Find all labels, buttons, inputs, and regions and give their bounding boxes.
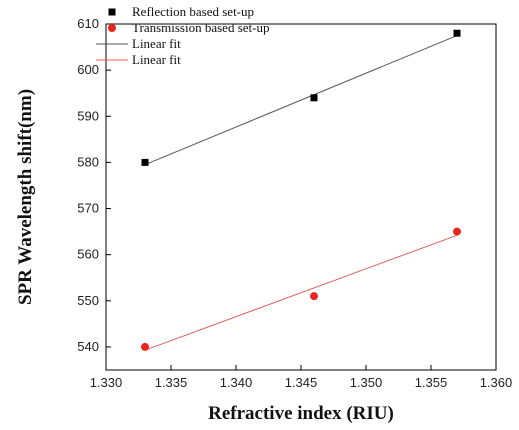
x-tick-label: 1.345 xyxy=(285,375,318,390)
data-point-circle xyxy=(141,342,149,351)
y-tick-label: 540 xyxy=(77,339,99,354)
y-tick-label: 570 xyxy=(77,201,99,216)
x-tick-label: 1.360 xyxy=(480,375,513,390)
x-axis-title: Refractive index (RIU) xyxy=(208,403,394,424)
legend-marker-circle xyxy=(108,24,116,32)
y-tick-label: 550 xyxy=(77,293,99,308)
legend-marker-square xyxy=(108,8,116,16)
x-tick-label: 1.330 xyxy=(90,375,123,390)
plot-frame xyxy=(105,23,497,371)
data-point-circle xyxy=(310,292,318,301)
x-tick-label: 1.355 xyxy=(415,375,448,390)
data-points xyxy=(141,29,461,351)
legend-label: Linear fit xyxy=(132,52,181,67)
legend-label: Reflection based set-up xyxy=(132,4,254,19)
y-tick-label: 610 xyxy=(77,16,99,31)
legend-label: Linear fit xyxy=(132,36,181,51)
linear-fit-line xyxy=(144,35,458,166)
legend-label: Transmission based set-up xyxy=(132,20,269,35)
x-tick-label: 1.340 xyxy=(220,375,253,390)
y-tick-label: 580 xyxy=(77,154,99,169)
y-tick-label: 590 xyxy=(77,108,99,123)
data-point-circle xyxy=(453,227,461,236)
x-axis: 1.330 1.335 1.340 1.345 1.350 1.355 1.360 xyxy=(90,365,513,390)
y-axis: 540 550 560 570 580 590 600 610 xyxy=(77,16,111,354)
x-tick-label: 1.335 xyxy=(155,375,188,390)
data-point-square xyxy=(141,158,149,166)
data-point-square xyxy=(453,29,461,37)
data-point-square xyxy=(310,94,318,102)
linear-fit-line xyxy=(144,234,458,351)
fit-lines xyxy=(144,35,458,351)
x-tick-label: 1.350 xyxy=(350,375,383,390)
y-tick-label: 560 xyxy=(77,247,99,262)
y-tick-label: 600 xyxy=(77,62,99,77)
y-axis-title: SPR Wavelength shift(nm) xyxy=(15,89,36,305)
